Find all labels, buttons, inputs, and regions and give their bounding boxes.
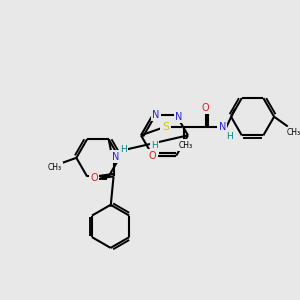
Text: H: H <box>120 146 127 154</box>
Text: O: O <box>90 173 98 183</box>
Text: O: O <box>202 103 209 113</box>
Text: CH₃: CH₃ <box>286 128 300 137</box>
Text: N: N <box>152 110 159 120</box>
Text: O: O <box>149 151 157 161</box>
Text: N: N <box>112 152 119 162</box>
Text: N: N <box>149 151 156 161</box>
Text: N: N <box>176 112 183 122</box>
Text: CH₃: CH₃ <box>179 141 193 150</box>
Text: S: S <box>162 122 169 133</box>
Text: H: H <box>226 132 232 141</box>
Text: H: H <box>151 141 158 150</box>
Text: N: N <box>218 122 226 133</box>
Text: CH₃: CH₃ <box>48 163 62 172</box>
